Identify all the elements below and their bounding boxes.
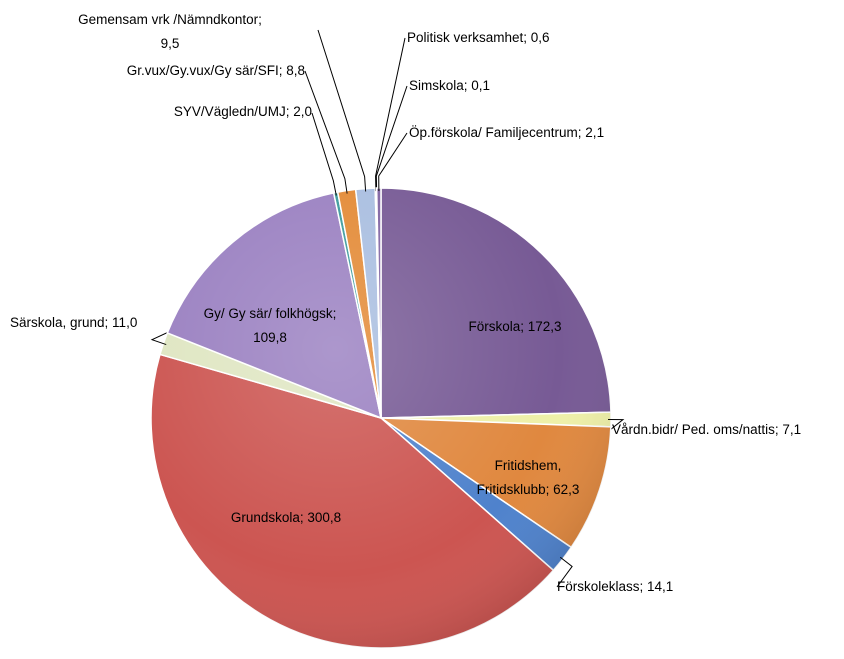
- leader-line: [375, 85, 408, 192]
- data-label: Gy/ Gy sär/ folkhögsk; 109,8: [203, 306, 337, 345]
- data-label: Öp.förskola/ Familjecentrum; 2,1: [409, 125, 605, 140]
- data-label: Vårdn.bidr/ Ped. oms/nattis; 7,1: [612, 422, 802, 437]
- leader-line: [317, 29, 367, 192]
- data-label: Förskola; 172,3: [468, 319, 562, 334]
- data-label: Gr.vux/Gy.vux/Gy sär/SFI; 8,8: [126, 63, 305, 78]
- data-label: Simskola; 0,1: [409, 78, 491, 93]
- data-label: Förskoleklass; 14,1: [557, 579, 674, 594]
- leader-line: [378, 132, 408, 192]
- data-label: Särskola, grund; 11,0: [10, 315, 138, 330]
- leader-line: [311, 112, 337, 196]
- data-label: Gemensam vrk /Nämndkontor; 9,5: [78, 12, 262, 51]
- leader-line: [375, 37, 406, 192]
- data-label: Fritidshem, Fritidsklubb; 62,3: [476, 458, 580, 497]
- leader-line: [607, 418, 625, 431]
- data-label: Politisk verksamhet; 0,6: [407, 30, 550, 45]
- leader-line: [304, 70, 348, 194]
- pie-slice: [380, 187, 612, 419]
- data-label: SYV/Vägledn/UMJ; 2,0: [173, 104, 312, 119]
- data-label: Grundskola; 300,8: [230, 510, 342, 525]
